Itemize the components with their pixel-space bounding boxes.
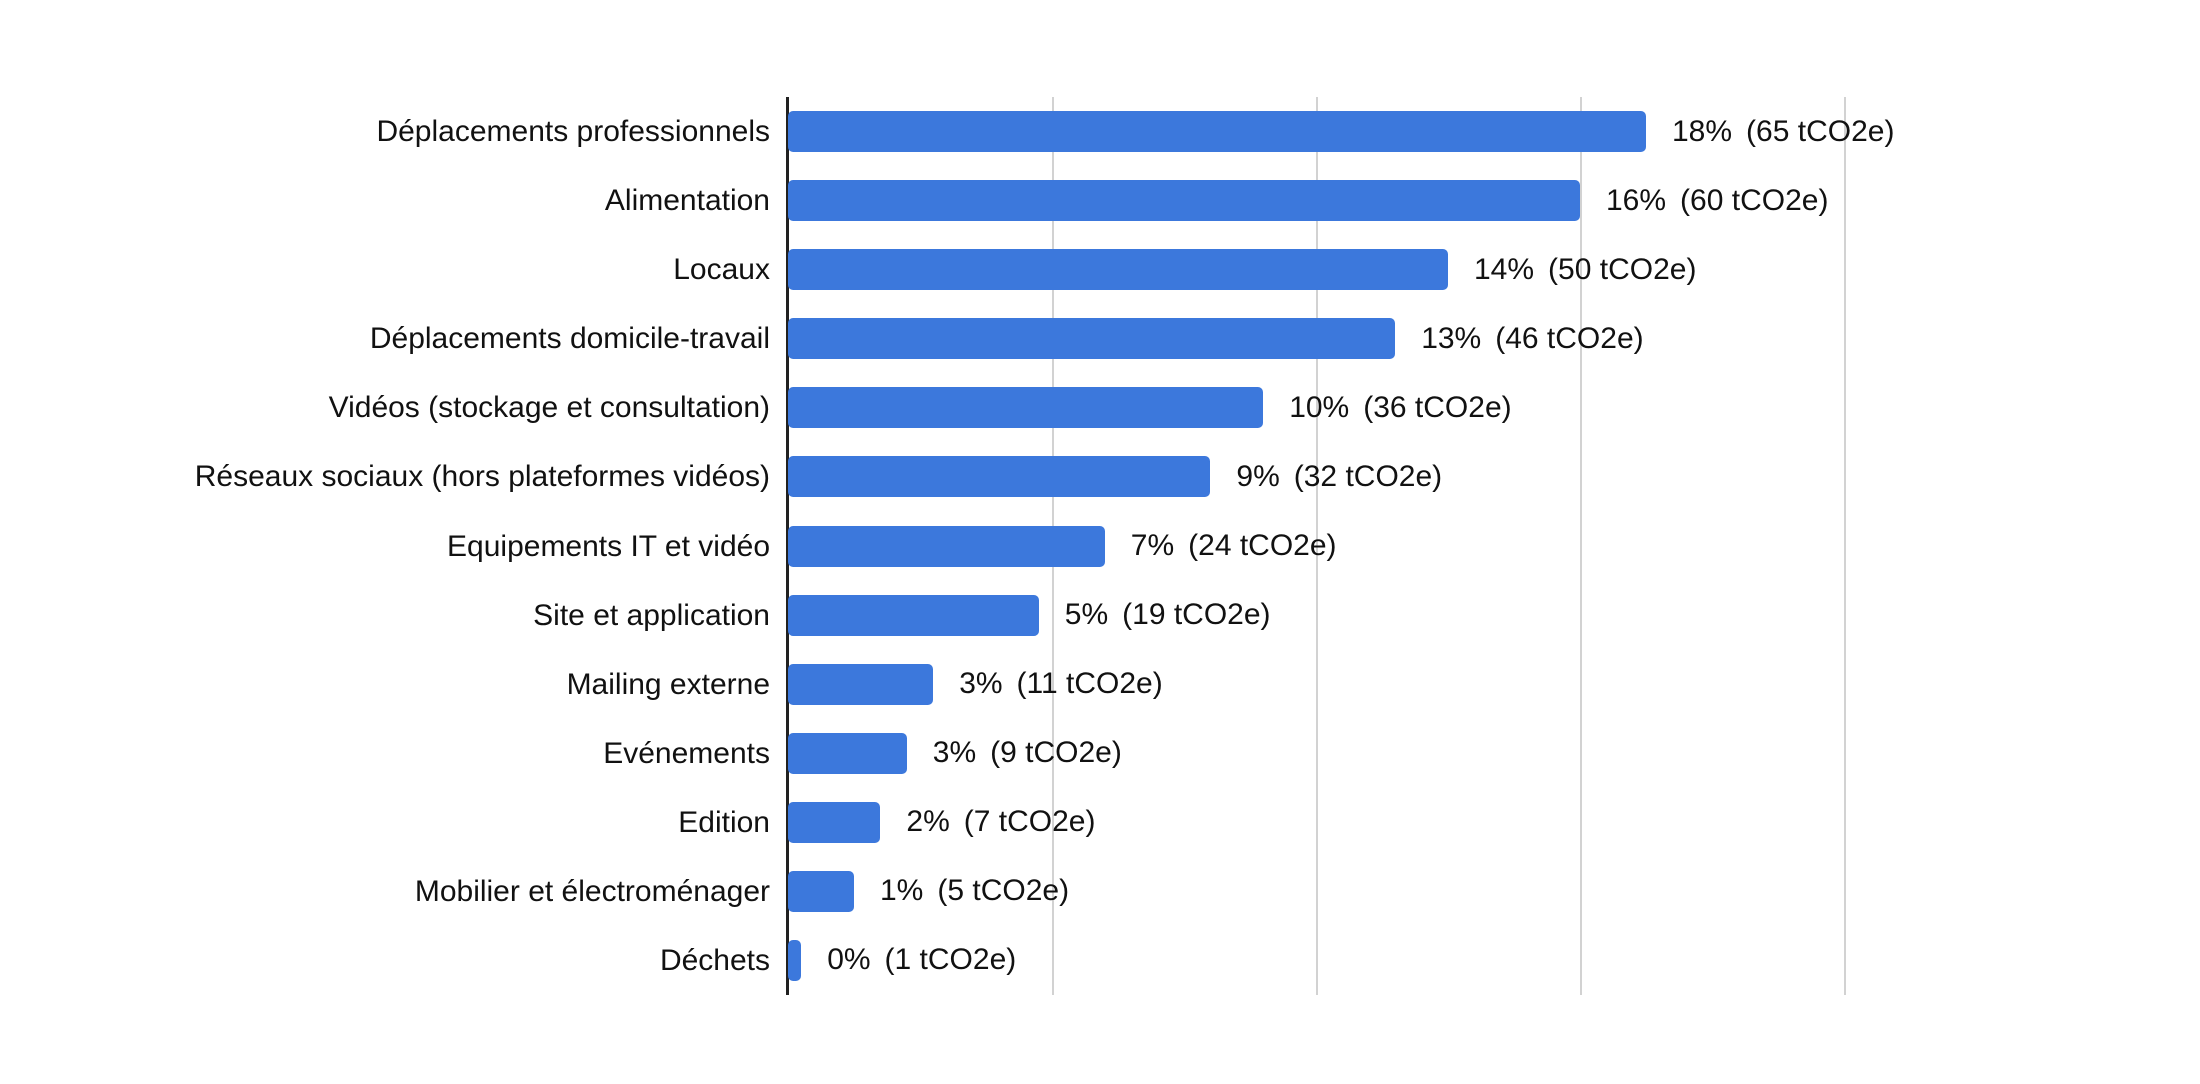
value-percent: 14%	[1474, 252, 1535, 286]
bar-row: Alimentation 16% (60 tCO2e)	[0, 166, 2200, 235]
bar-row: Déchets 0% (1 tCO2e)	[0, 926, 2200, 995]
value-label: 16% (60 tCO2e)	[1606, 184, 1828, 218]
bar[interactable]	[788, 249, 1448, 291]
value-absolute: (46 tCO2e)	[1495, 321, 1644, 355]
value-label: 18% (65 tCO2e)	[1672, 115, 1894, 149]
bar[interactable]	[788, 939, 802, 981]
value-percent: 7%	[1130, 529, 1175, 562]
bar-wrap: 16% (60 tCO2e)	[788, 180, 1828, 222]
value-label: 3% (9 tCO2e)	[933, 736, 1122, 770]
bar-row: Mailing externe 3% (11 tCO2e)	[0, 650, 2200, 719]
value-label: 10% (36 tCO2e)	[1289, 391, 1511, 425]
value-absolute: (9 tCO2e)	[990, 736, 1122, 770]
value-absolute: (60 tCO2e)	[1680, 183, 1829, 217]
value-percent: 2%	[906, 805, 950, 839]
category-label: Alimentation	[604, 184, 770, 218]
value-absolute: (5 tCO2e)	[937, 874, 1070, 908]
category-label: Site et application	[533, 598, 770, 632]
value-absolute: (65 tCO2e)	[1746, 114, 1895, 148]
category-label: Réseaux sociaux (hors plateformes vidéos…	[194, 460, 770, 494]
bar-wrap: 2% (7 tCO2e)	[788, 801, 1095, 843]
value-label: 2% (7 tCO2e)	[906, 805, 1095, 839]
value-label: 3% (11 tCO2e)	[959, 667, 1163, 701]
value-percent: 1%	[880, 874, 924, 908]
value-label: 1% (5 tCO2e)	[880, 874, 1069, 908]
bar-wrap: 13% (46 tCO2e)	[788, 318, 1644, 360]
bar-wrap: 10% (36 tCO2e)	[788, 387, 1512, 429]
value-absolute: (24 tCO2e)	[1188, 529, 1337, 562]
bar-wrap: 0% (1 tCO2e)	[788, 939, 1016, 981]
value-percent: 0%	[827, 943, 871, 977]
bar-row: Equipements IT et vidéo 7% (24 tCO2e)	[0, 511, 2200, 580]
value-percent: 10%	[1289, 390, 1350, 424]
bar-row: Déplacements domicile-travail 13% (46 tCO…	[0, 304, 2200, 373]
bar-wrap: 3% (9 tCO2e)	[788, 732, 1122, 774]
bar-row: Vidéos (stockage et consultation) 10% (36…	[0, 373, 2200, 442]
value-label: 0% (1 tCO2e)	[827, 943, 1016, 977]
bar[interactable]	[788, 180, 1580, 222]
value-percent: 9%	[1236, 459, 1280, 493]
category-axis-line	[786, 97, 789, 995]
bar[interactable]	[788, 387, 1264, 429]
category-label: Mobilier et électroménager	[414, 874, 770, 908]
category-label: Mailing externe	[566, 667, 770, 701]
value-absolute: (11 tCO2e)	[1016, 667, 1163, 701]
category-label: Locaux	[673, 253, 770, 287]
category-label: Equipements IT et vidéo	[447, 529, 770, 563]
value-label: 13% (46 tCO2e)	[1421, 322, 1643, 356]
value-percent: 3%	[959, 667, 1003, 701]
bar[interactable]	[788, 525, 1105, 567]
bar[interactable]	[788, 732, 907, 774]
value-absolute: (32 tCO2e)	[1293, 459, 1443, 493]
value-absolute: (7 tCO2e)	[963, 805, 1096, 839]
bar[interactable]	[788, 870, 854, 912]
bar-wrap: 7% (24 tCO2e)	[788, 525, 1337, 567]
bar[interactable]	[788, 111, 1646, 153]
bar[interactable]	[788, 594, 1039, 636]
category-label: Edition	[678, 805, 770, 839]
value-percent: 5%	[1064, 598, 1109, 632]
gridline	[1316, 97, 1318, 995]
value-absolute: (50 tCO2e)	[1548, 252, 1697, 286]
bar-wrap: 3% (11 tCO2e)	[788, 663, 1163, 705]
bar-wrap: 5% (19 tCO2e)	[788, 594, 1271, 636]
value-label: 14% (50 tCO2e)	[1474, 253, 1696, 287]
bar-row: Edition 2% (7 tCO2e)	[0, 788, 2200, 857]
value-label: 9% (32 tCO2e)	[1236, 460, 1442, 494]
value-label: 7% (24 tCO2e)	[1131, 529, 1337, 563]
bar-row: Réseaux sociaux (hors plateformes vidéos…	[0, 442, 2200, 511]
value-absolute: (36 tCO2e)	[1363, 390, 1512, 424]
bar[interactable]	[788, 318, 1396, 360]
bar-wrap: 14% (50 tCO2e)	[788, 249, 1696, 291]
bar-rows: Déplacements professionnels 18% (65 tCO2e…	[0, 97, 2200, 995]
category-label: Déplacements domicile-travail	[369, 322, 770, 356]
bar-row: Evénements 3% (9 tCO2e)	[0, 719, 2200, 788]
value-percent: 13%	[1421, 321, 1482, 355]
value-percent: 18%	[1672, 114, 1733, 148]
bar-row: Locaux 14% (50 tCO2e)	[0, 235, 2200, 304]
value-percent: 16%	[1606, 183, 1667, 217]
bar-row: Mobilier et électroménager 1% (5 tCO2e)	[0, 857, 2200, 926]
bar[interactable]	[788, 456, 1211, 498]
value-label: 5% (19 tCO2e)	[1065, 598, 1271, 632]
bar[interactable]	[788, 801, 881, 843]
gridline	[1844, 97, 1846, 995]
value-absolute: (1 tCO2e)	[884, 943, 1017, 977]
bar-row: Déplacements professionnels 18% (65 tCO2e…	[0, 97, 2200, 166]
bar-row: Site et application 5% (19 tCO2e)	[0, 581, 2200, 650]
gridline	[1580, 97, 1582, 995]
category-label: Déplacements professionnels	[376, 115, 770, 149]
category-label: Déchets	[659, 943, 770, 977]
bar-wrap: 18% (65 tCO2e)	[788, 111, 1894, 153]
bar-wrap: 9% (32 tCO2e)	[788, 456, 1442, 498]
bar-wrap: 1% (5 tCO2e)	[788, 870, 1069, 912]
category-label: Vidéos (stockage et consultation)	[328, 391, 770, 425]
bar[interactable]	[788, 663, 934, 705]
category-label: Evénements	[603, 736, 770, 770]
value-percent: 3%	[932, 736, 977, 770]
value-absolute: (19 tCO2e)	[1122, 598, 1271, 632]
